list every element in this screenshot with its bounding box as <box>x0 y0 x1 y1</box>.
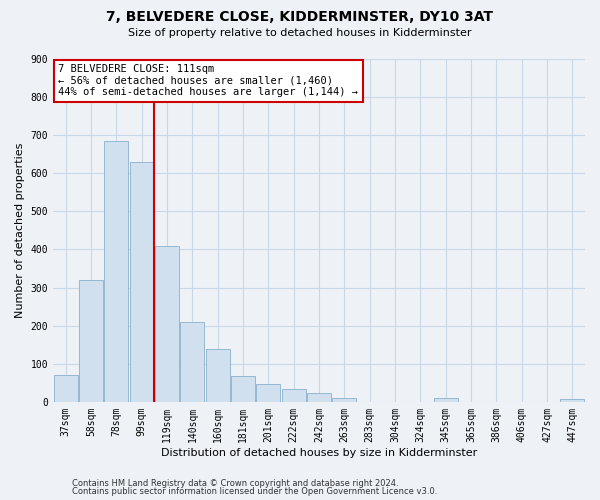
Bar <box>307 394 331 402</box>
Bar <box>206 350 230 402</box>
Text: Size of property relative to detached houses in Kidderminster: Size of property relative to detached ho… <box>128 28 472 38</box>
Bar <box>181 322 205 402</box>
Bar <box>434 398 458 402</box>
Bar <box>53 375 78 402</box>
Text: 7, BELVEDERE CLOSE, KIDDERMINSTER, DY10 3AT: 7, BELVEDERE CLOSE, KIDDERMINSTER, DY10 … <box>107 10 493 24</box>
Bar <box>155 246 179 402</box>
X-axis label: Distribution of detached houses by size in Kidderminster: Distribution of detached houses by size … <box>161 448 477 458</box>
Text: 7 BELVEDERE CLOSE: 111sqm
← 56% of detached houses are smaller (1,460)
44% of se: 7 BELVEDERE CLOSE: 111sqm ← 56% of detac… <box>58 64 358 98</box>
Text: Contains public sector information licensed under the Open Government Licence v3: Contains public sector information licen… <box>72 487 437 496</box>
Text: Contains HM Land Registry data © Crown copyright and database right 2024.: Contains HM Land Registry data © Crown c… <box>72 478 398 488</box>
Bar <box>281 388 306 402</box>
Y-axis label: Number of detached properties: Number of detached properties <box>15 142 25 318</box>
Bar <box>79 280 103 402</box>
Bar <box>104 141 128 402</box>
Bar <box>256 384 280 402</box>
Bar <box>231 376 255 402</box>
Bar <box>130 162 154 402</box>
Bar <box>560 399 584 402</box>
Bar <box>332 398 356 402</box>
